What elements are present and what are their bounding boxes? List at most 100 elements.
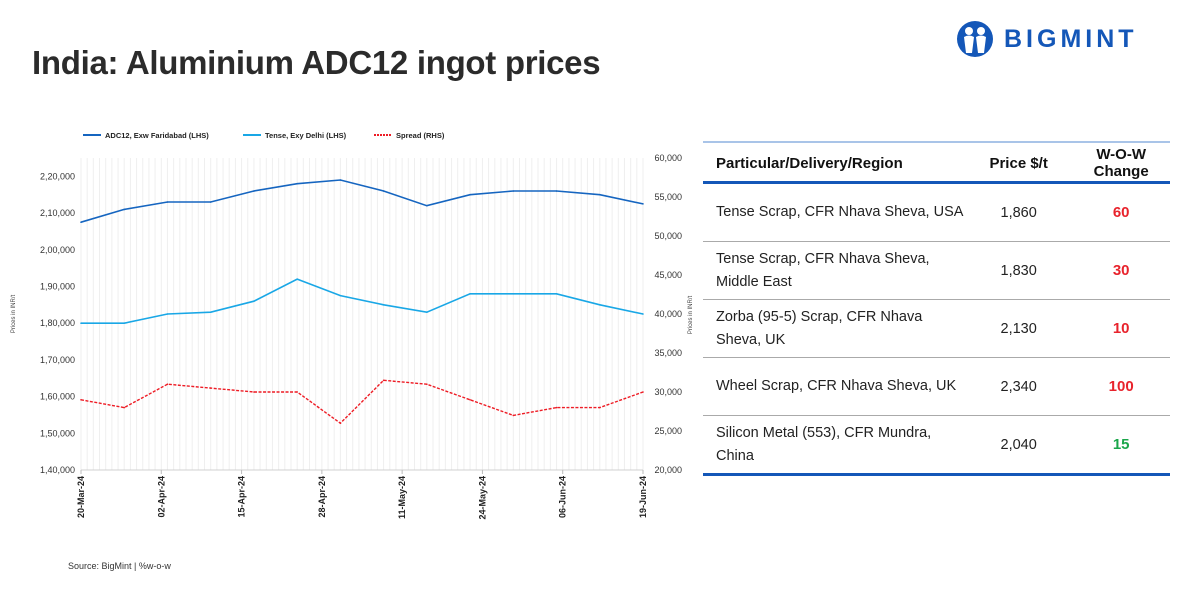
- data-point: [339, 179, 342, 181]
- x-tick-label: 15-Apr-24: [237, 476, 247, 518]
- data-point: [253, 300, 255, 302]
- row-change: 10: [1112, 320, 1130, 337]
- data-point: [80, 399, 82, 401]
- data-point: [80, 322, 82, 324]
- data-point: [339, 294, 342, 297]
- data-point: [209, 387, 212, 389]
- logo-text: BIGMINT: [1004, 24, 1138, 53]
- y-left-tick-label: 1,50,000: [40, 428, 75, 438]
- header-particular: Particular/Delivery/Region: [716, 154, 903, 172]
- chart-legend: ADC12, Exw Faridabad (LHS) Tense, Exy Del…: [83, 131, 445, 140]
- data-point: [166, 313, 169, 315]
- data-point: [426, 204, 428, 207]
- x-tick-label: 24-May-24: [477, 476, 487, 520]
- y-left-tick-label: 2,00,000: [40, 245, 75, 255]
- y-right-tick-label: 30,000: [654, 387, 682, 397]
- x-tick-label: 02-Apr-24: [156, 476, 166, 518]
- legend-label: Spread (RHS): [396, 131, 445, 140]
- y-right-tick-label: 20,000: [654, 465, 682, 475]
- table-header: Particular/Delivery/Region Price $/t W-O…: [703, 145, 1170, 184]
- row-change: 15: [1112, 436, 1130, 453]
- table-row: Tense Scrap, CFR Nhava Sheva, USA 1,860 …: [703, 184, 1170, 242]
- chart-axes: 1,40,000 1,50,000 1,60,000 1,70,000 1,80,000…: [11, 153, 694, 520]
- y-right-tick-label: 40,000: [654, 309, 682, 319]
- y-left-tick-label: 2,10,000: [40, 208, 75, 218]
- table-row: Wheel Scrap, CFR Nhava Sheva, UK 2,340 1…: [703, 358, 1170, 416]
- price-table: Particular/Delivery/Region Price $/t W-O…: [703, 143, 1170, 476]
- legend-label: ADC12, Exw Faridabad (LHS): [105, 131, 209, 140]
- data-point: [469, 293, 471, 295]
- y-right-tick-label: 55,000: [654, 192, 682, 202]
- data-point: [166, 201, 169, 203]
- row-change: 30: [1112, 262, 1130, 279]
- row-item: Tense Scrap, CFR Nhava Sheva, Middle Eas…: [716, 250, 930, 290]
- data-point: [426, 311, 428, 313]
- data-point: [296, 182, 298, 185]
- data-point: [339, 422, 342, 425]
- data-point: [382, 379, 385, 382]
- data-point: [382, 190, 385, 192]
- y-left-tick-label: 1,60,000: [40, 392, 75, 402]
- data-point: [209, 201, 212, 203]
- y-right-tick-label: 25,000: [654, 426, 682, 436]
- data-point: [598, 193, 601, 196]
- chart-series: [80, 179, 644, 425]
- data-point: [469, 399, 471, 401]
- data-point: [80, 221, 82, 224]
- y-right-tick-label: 50,000: [654, 231, 682, 241]
- table-row: Zorba (95-5) Scrap, CFR Nhava Sheva, UK …: [703, 300, 1170, 358]
- data-point: [123, 322, 126, 324]
- row-item: Zorba (95-5) Scrap, CFR Nhava Sheva, UK: [716, 308, 923, 348]
- x-tick-label: 28-Apr-24: [317, 476, 327, 518]
- data-point: [642, 313, 644, 315]
- data-point: [555, 190, 558, 192]
- data-point: [296, 391, 298, 393]
- table-top-rule: [703, 141, 1170, 143]
- people-logo-icon: [957, 21, 993, 57]
- data-point: [555, 406, 558, 409]
- data-point: [555, 293, 558, 295]
- row-item: Tense Scrap, CFR Nhava Sheva, USA: [716, 204, 964, 220]
- header-change: W-O-W Change: [1093, 146, 1149, 180]
- table-row: Silicon Metal (553), CFR Mundra, China 2…: [703, 416, 1170, 476]
- data-point: [426, 383, 428, 386]
- y-left-tick-label: 1,70,000: [40, 355, 75, 365]
- row-price: 2,130: [1000, 320, 1037, 337]
- row-price: 2,340: [1000, 378, 1037, 395]
- row-price: 2,040: [1000, 436, 1037, 453]
- y-left-tick-label: 1,40,000: [40, 465, 75, 475]
- row-price: 1,830: [1000, 262, 1037, 279]
- data-point: [253, 190, 255, 192]
- y-right-axis-title: Prices in INR/t: [688, 295, 694, 334]
- data-point: [166, 383, 169, 386]
- bigmint-logo: BIGMINT: [956, 20, 1138, 58]
- row-price: 1,860: [1000, 204, 1037, 221]
- data-point: [253, 391, 255, 393]
- chart-grid: [80, 158, 644, 470]
- price-chart: ADC12, Exw Faridabad (LHS) Tense, Exy Del…: [11, 131, 694, 520]
- data-point: [642, 203, 644, 205]
- header-price: Price $/t: [989, 154, 1048, 172]
- row-item: Silicon Metal (553), CFR Mundra, China: [716, 424, 932, 464]
- y-left-tick-label: 2,20,000: [40, 171, 75, 181]
- legend-label: Tense, Exy Delhi (LHS): [265, 131, 347, 140]
- data-point: [382, 304, 385, 306]
- y-left-tick-label: 1,80,000: [40, 318, 75, 328]
- series-line-2: [80, 379, 644, 425]
- x-tick-label: 11-May-24: [397, 476, 407, 519]
- data-point: [642, 391, 644, 393]
- data-point: [598, 304, 601, 306]
- data-point: [598, 406, 601, 409]
- series-line-1: [81, 278, 644, 325]
- y-left-tick-label: 1,90,000: [40, 281, 75, 291]
- y-left-axis-title: Prices in INR/t: [11, 294, 17, 333]
- y-right-tick-label: 35,000: [654, 348, 682, 358]
- row-change: 100: [1108, 378, 1134, 395]
- row-change: 60: [1112, 204, 1130, 221]
- data-point: [209, 311, 212, 313]
- series-line-0: [80, 179, 644, 223]
- data-point: [296, 278, 298, 280]
- y-right-tick-label: 45,000: [654, 270, 682, 280]
- x-tick-label: 19-Jun-24: [638, 476, 648, 518]
- page-title: India: Aluminium ADC12 ingot prices: [32, 44, 601, 81]
